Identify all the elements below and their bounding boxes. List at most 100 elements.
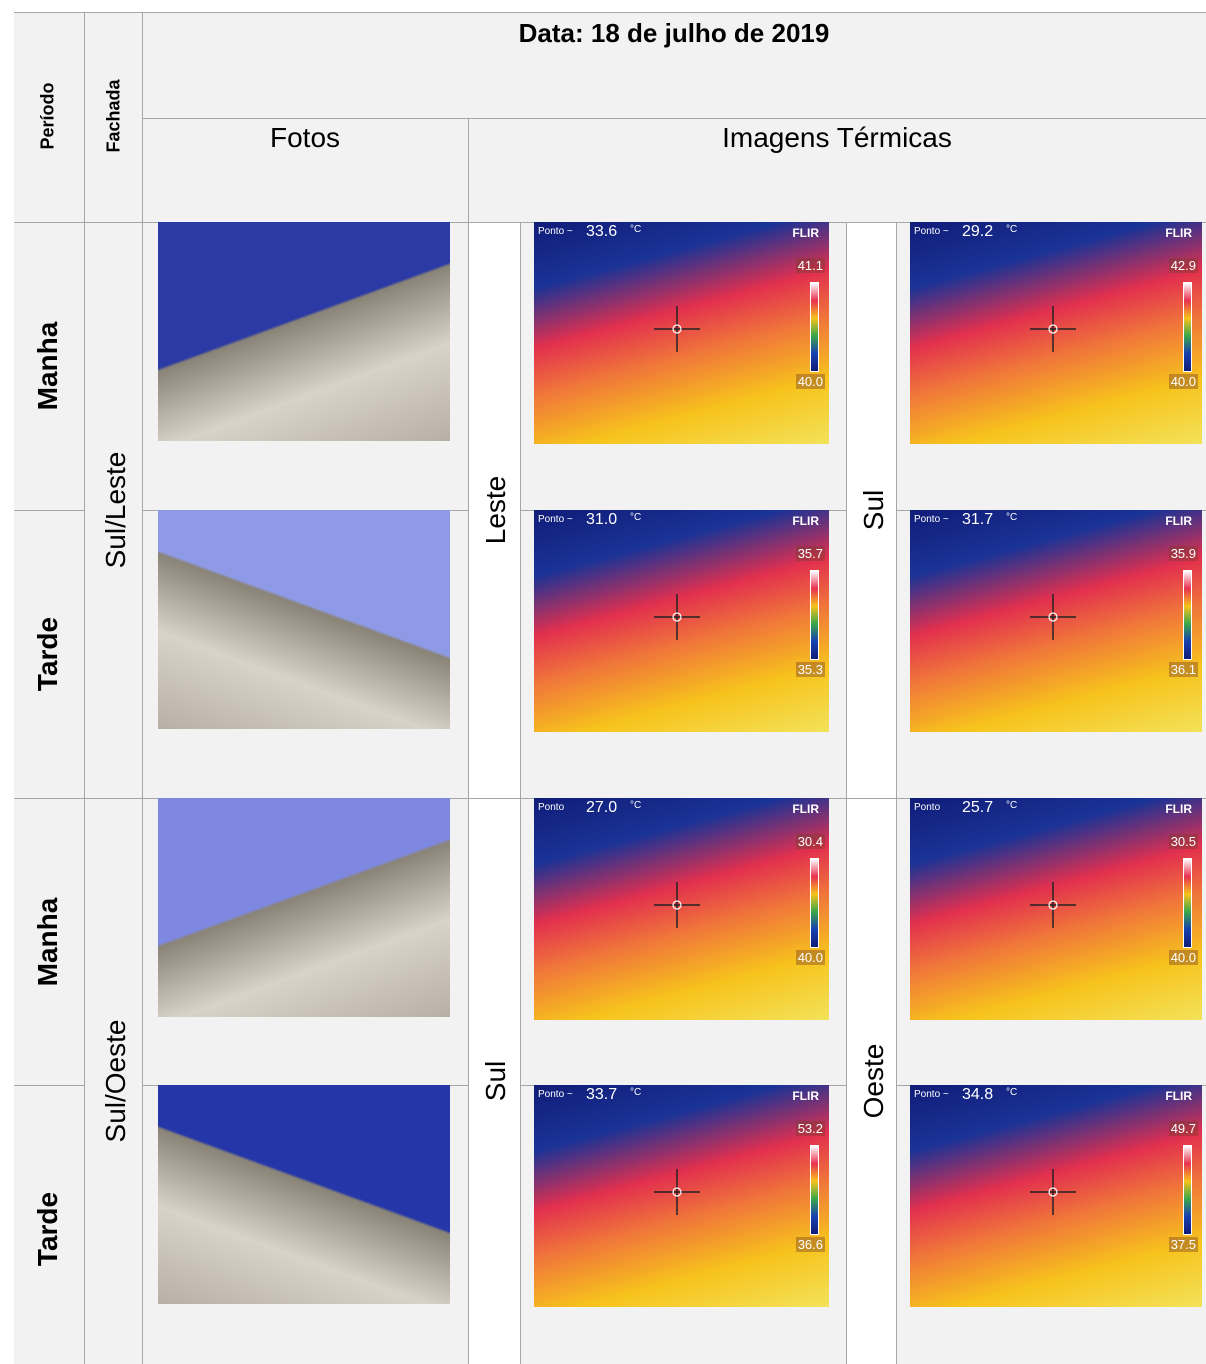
color-bar (810, 1145, 819, 1235)
grid-line (896, 222, 897, 1364)
grid-line (142, 118, 1206, 119)
scale-min: 36.6 (795, 1237, 825, 1252)
spot-temp: 29.2 (962, 223, 994, 240)
spot-temp: 33.7 (586, 1086, 618, 1103)
spot-label: Ponto ~ (914, 1089, 949, 1100)
crosshair (1030, 1169, 1076, 1215)
scale-min: 40.0 (1168, 374, 1198, 389)
cell-bg (468, 222, 520, 1364)
scale-min: 40.0 (795, 950, 825, 965)
unit: °C (630, 512, 642, 523)
period-label: Manha (32, 897, 63, 987)
crosshair-wrap (1030, 594, 1076, 640)
face-label: Sul (858, 489, 889, 531)
crosshair-wrap (654, 306, 700, 352)
brand: FLIR (1165, 802, 1192, 816)
fachada-label: Sul/Oeste (100, 1019, 131, 1143)
header-fachada: Fachada (103, 79, 124, 153)
photo (158, 798, 450, 1017)
scale-max: 30.4 (795, 834, 825, 849)
period-label: Tarde (32, 616, 63, 692)
scale-min: 37.5 (1168, 1237, 1198, 1252)
header-date: Data: 18 de julho de 2019 (518, 18, 830, 48)
crosshair-wrap (1030, 1169, 1076, 1215)
spot-label: Ponto (914, 802, 941, 813)
crosshair (1030, 306, 1076, 352)
fachada-label: Sul/Leste (100, 451, 131, 569)
scale-max: 30.5 (1168, 834, 1198, 849)
crosshair (654, 1169, 700, 1215)
color-bar (810, 282, 819, 372)
spot-label: Ponto (538, 802, 565, 813)
unit: °C (1006, 224, 1018, 235)
crosshair-wrap (654, 882, 700, 928)
scale-min: 40.0 (1168, 950, 1198, 965)
spot-label: Ponto ~ (538, 514, 573, 525)
brand: FLIR (792, 802, 819, 816)
unit: °C (1006, 800, 1018, 811)
brand: FLIR (792, 1089, 819, 1103)
thermal-image: Ponto ~ 33.7 °C FLIR 53.2 36.6 (534, 1085, 829, 1307)
color-bar (810, 858, 819, 948)
scale-min: 40.0 (795, 374, 825, 389)
thermal-image: Ponto ~ 33.6 °C FLIR 41.1 40.0 (534, 222, 829, 444)
grid-line (14, 510, 84, 511)
spot-temp: 27.0 (586, 799, 618, 816)
spot-label: Ponto ~ (538, 226, 573, 237)
spot-temp: 31.7 (962, 511, 994, 528)
color-bar (1183, 1145, 1192, 1235)
grid-line (84, 12, 85, 1364)
scale-max: 53.2 (795, 1121, 825, 1136)
crosshair-wrap (654, 1169, 700, 1215)
scale-min: 35.3 (795, 662, 825, 677)
unit: °C (630, 800, 642, 811)
spot-label: Ponto ~ (538, 1089, 573, 1100)
scale-max: 49.7 (1168, 1121, 1198, 1136)
scale-max: 35.9 (1168, 546, 1198, 561)
thermal-image: Ponto 25.7 °C FLIR 30.5 40.0 (910, 798, 1202, 1020)
grid-line (14, 12, 1206, 13)
brand: FLIR (1165, 1089, 1192, 1103)
thermal-image: Ponto ~ 34.8 °C FLIR 49.7 37.5 (910, 1085, 1202, 1307)
unit: °C (630, 224, 642, 235)
color-bar (810, 570, 819, 660)
color-bar (1183, 858, 1192, 948)
crosshair-wrap (1030, 882, 1076, 928)
photo (158, 510, 450, 729)
photo (158, 1085, 450, 1304)
crosshair-wrap (654, 594, 700, 640)
unit: °C (1006, 1087, 1018, 1098)
color-bar (1183, 570, 1192, 660)
grid-line (846, 222, 847, 1364)
thermal-image: Ponto ~ 31.0 °C FLIR 35.7 35.3 (534, 510, 829, 732)
crosshair (654, 306, 700, 352)
scale-max: 35.7 (795, 546, 825, 561)
crosshair (654, 594, 700, 640)
header-fotos: Fotos (269, 122, 341, 153)
brand: FLIR (792, 514, 819, 528)
face-label: Sul (480, 1060, 511, 1102)
spot-temp: 25.7 (962, 799, 994, 816)
crosshair (1030, 594, 1076, 640)
crosshair-wrap (1030, 306, 1076, 352)
spot-temp: 31.0 (586, 511, 618, 528)
crosshair (1030, 882, 1076, 928)
cell-bg (846, 222, 896, 1364)
grid-line (468, 118, 469, 1364)
brand: FLIR (792, 226, 819, 240)
face-label: Oeste (858, 1043, 889, 1119)
unit: °C (1006, 512, 1018, 523)
spot-temp: 34.8 (962, 1086, 994, 1103)
face-label: Leste (480, 475, 511, 545)
grid-line (520, 222, 521, 1364)
brand: FLIR (1165, 514, 1192, 528)
thermal-image: Ponto 27.0 °C FLIR 30.4 40.0 (534, 798, 829, 1020)
scale-max: 42.9 (1168, 258, 1198, 273)
period-label: Tarde (32, 1191, 63, 1267)
thermal-image: Ponto ~ 29.2 °C FLIR 42.9 40.0 (910, 222, 1202, 444)
photo (158, 222, 450, 441)
spot-temp: 33.6 (586, 223, 618, 240)
header-periodo: Período (37, 82, 58, 150)
scale-min: 36.1 (1168, 662, 1198, 677)
